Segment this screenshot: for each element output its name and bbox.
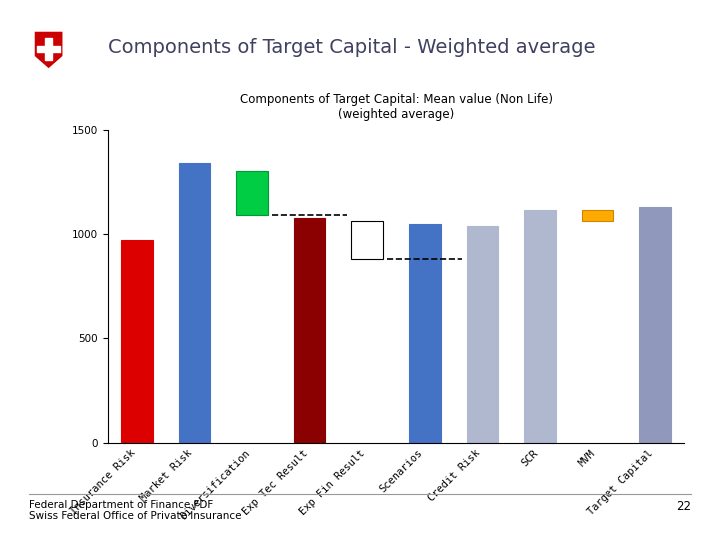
Bar <box>351 221 383 259</box>
Bar <box>524 210 556 443</box>
Bar <box>582 210 613 221</box>
Bar <box>294 218 325 443</box>
Text: 22: 22 <box>676 500 691 512</box>
Bar <box>409 224 441 443</box>
Bar <box>179 163 210 443</box>
Bar <box>236 171 268 215</box>
Title: Components of Target Capital: Mean value (Non Life)
(weighted average): Components of Target Capital: Mean value… <box>240 93 552 122</box>
Text: Components of Target Capital - Weighted average: Components of Target Capital - Weighted … <box>108 38 595 57</box>
Polygon shape <box>35 32 63 68</box>
Text: Federal Department of Finance FDF
Swiss Federal Office of Private Insurance: Federal Department of Finance FDF Swiss … <box>29 500 241 521</box>
Bar <box>639 207 671 443</box>
Bar <box>121 240 153 443</box>
Bar <box>467 226 498 443</box>
